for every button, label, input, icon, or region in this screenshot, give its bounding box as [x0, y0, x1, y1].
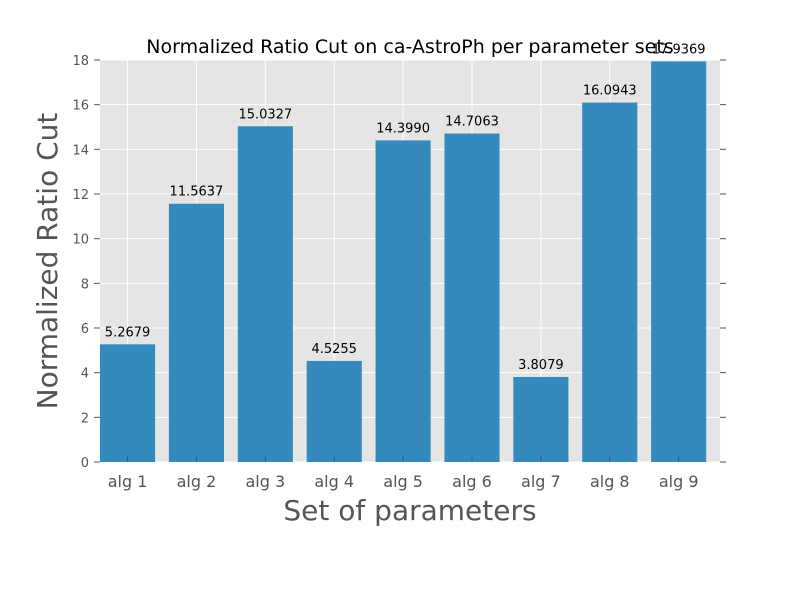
x-axis-ticks: alg 1 alg 2 alg 3 alg 4 alg 5 alg 6 alg 7 alg 8…	[108, 456, 699, 491]
y-tick-label: 6	[81, 322, 89, 337]
chart-title: Normalized Ratio Cut on ca-AstroPh per p…	[146, 36, 673, 58]
y-tick-label: 18	[72, 54, 89, 69]
bar-value-label: 14.7063	[445, 115, 499, 130]
bar	[168, 203, 224, 463]
y-axis-label: Normalized Ratio Cut	[31, 113, 64, 410]
bar	[651, 61, 707, 462]
y-tick-label: 14	[72, 143, 89, 158]
bar-value-label: 15.0327	[238, 107, 292, 122]
bar-value-label: 11.5637	[170, 185, 224, 200]
bar-value-label: 14.3990	[376, 121, 430, 136]
x-tick-label: alg 6	[452, 472, 492, 491]
bar	[375, 140, 431, 462]
bar	[237, 126, 293, 462]
bar-value-label: 3.8079	[518, 358, 564, 373]
x-tick-label: alg 3	[245, 472, 285, 491]
y-tick-label: 8	[81, 277, 89, 292]
x-tick-label: alg 1	[108, 472, 148, 491]
x-tick-label: alg 5	[383, 472, 423, 491]
bar-series	[100, 61, 707, 463]
value-labels: 5.2679 11.5637 15.0327 4.5255 14.3990 14.7063…	[105, 42, 706, 373]
x-tick-label: alg 9	[659, 472, 699, 491]
bar	[100, 344, 156, 462]
x-axis-label: Set of parameters	[283, 494, 536, 527]
bar-value-label: 16.0943	[583, 84, 637, 99]
bar-value-label: 4.5255	[311, 342, 357, 357]
y-tick-label: 12	[72, 188, 89, 203]
bar-value-label: 17.9369	[652, 42, 706, 57]
x-tick-label: alg 8	[590, 472, 630, 491]
y-tick-label: 4	[81, 367, 89, 382]
bar	[582, 102, 638, 462]
bar	[306, 360, 362, 462]
y-tick-label: 2	[81, 411, 89, 426]
x-tick-label: alg 4	[314, 472, 354, 491]
bar	[513, 376, 569, 462]
x-tick-label: alg 7	[521, 472, 561, 491]
bar-value-label: 5.2679	[105, 325, 151, 340]
y-axis-ticks: 0 2 4 6 8 10 12 14 16 18	[72, 54, 726, 471]
y-tick-label: 16	[72, 99, 89, 114]
y-tick-label: 0	[81, 456, 89, 471]
y-tick-label: 10	[72, 233, 89, 248]
x-tick-label: alg 2	[177, 472, 217, 491]
bar	[444, 133, 500, 462]
